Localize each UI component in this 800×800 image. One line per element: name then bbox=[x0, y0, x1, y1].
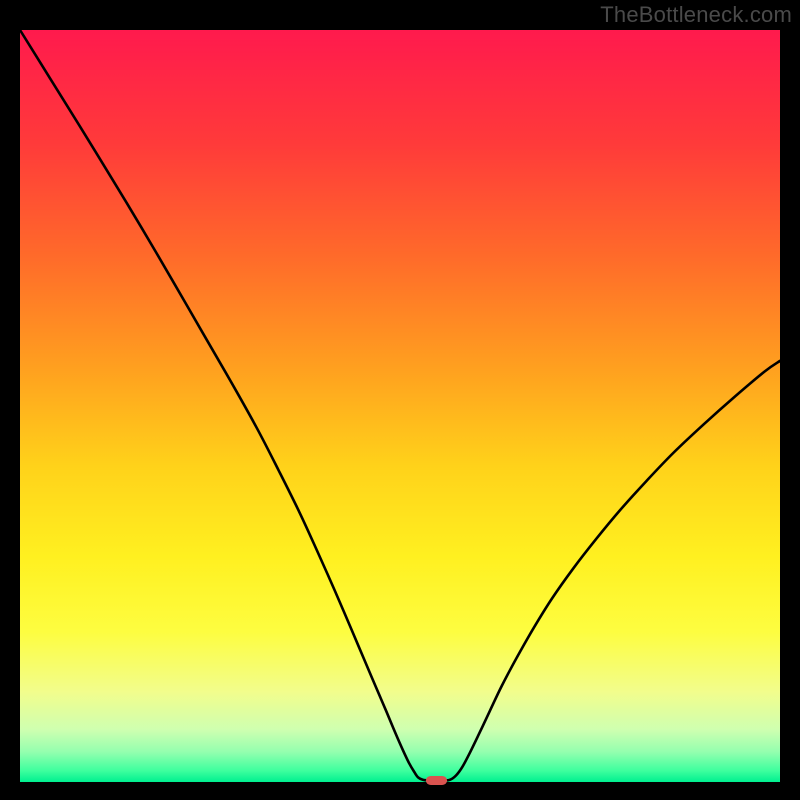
plot-area bbox=[20, 30, 780, 782]
chart-svg bbox=[0, 0, 800, 800]
bottleneck-chart: TheBottleneck.com bbox=[0, 0, 800, 800]
min-marker bbox=[426, 776, 447, 785]
